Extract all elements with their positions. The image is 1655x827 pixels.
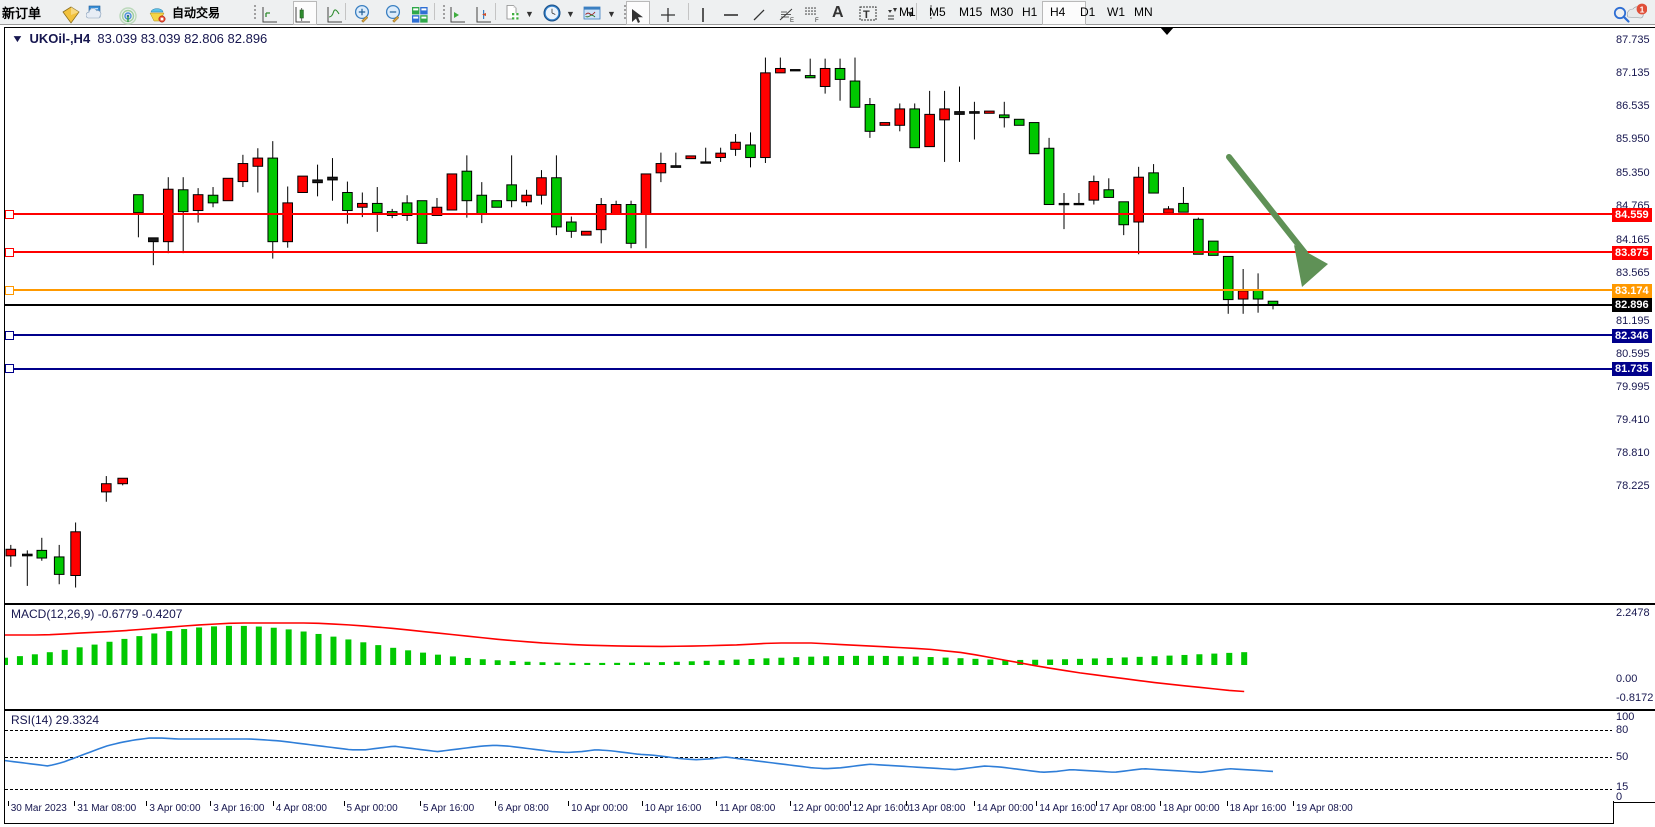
svg-text:E: E [790,18,794,24]
svg-text:F: F [815,18,819,24]
svg-text:1: 1 [1640,4,1645,14]
svg-text:T: T [863,9,870,21]
